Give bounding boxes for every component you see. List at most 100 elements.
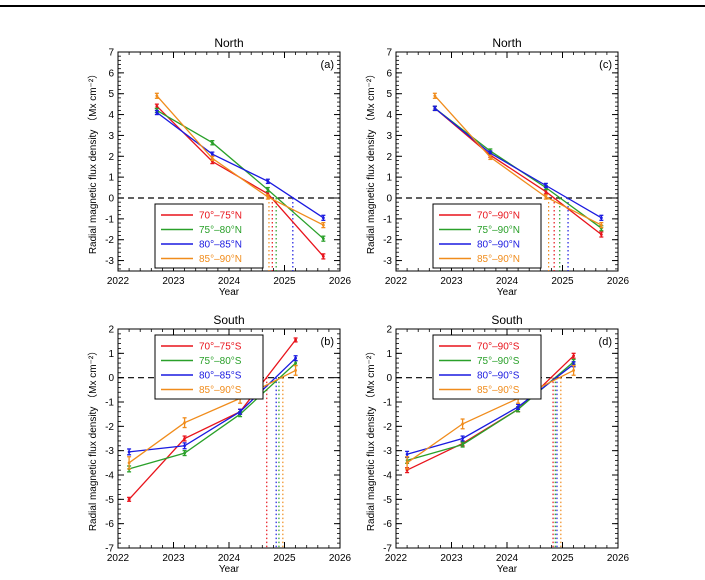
y-tick-label: 3 (386, 131, 392, 142)
data-point (461, 437, 464, 440)
panel-label: (b) (321, 336, 334, 348)
chart-title: South (491, 313, 522, 327)
data-point (266, 188, 270, 192)
legend-entry: 70°–75°S (199, 342, 242, 353)
data-point (183, 451, 187, 455)
x-tick-label: 2026 (607, 553, 630, 564)
data-point (516, 405, 520, 409)
series-line (434, 107, 602, 219)
chart-title: South (213, 313, 244, 327)
x-tick-label: 2023 (162, 553, 185, 564)
y-tick-label: 2 (108, 152, 114, 163)
data-point (210, 156, 214, 160)
y-tick-label: 0 (108, 373, 114, 384)
legend: 70°–90°S 75°–90°S 80°–90°S 85°–90°S (432, 334, 542, 400)
legend-entry: 75°–90°N (477, 225, 520, 236)
data-point (599, 223, 603, 227)
y-tick-label: 6 (108, 68, 114, 79)
x-tick-label: 2023 (162, 276, 185, 287)
chart-title: North (492, 36, 521, 50)
y-tick-label: 0 (386, 373, 392, 384)
series-line (128, 369, 296, 464)
y-tick-label: 4 (386, 110, 392, 121)
legend-entry: 70°–75°N (199, 211, 242, 222)
y-tick-label: -7 (105, 544, 114, 555)
data-point (572, 354, 575, 358)
data-point (127, 450, 131, 454)
data-point (294, 338, 297, 342)
x-tick-label: 2022 (107, 276, 130, 287)
y-tick-label: 2 (386, 325, 392, 336)
y-tick-label: 0 (386, 194, 392, 205)
legend-entry: 85°–90°N (477, 254, 520, 265)
data-point (127, 461, 131, 465)
legend-entry: 80°–90°N (477, 240, 520, 251)
data-point (155, 111, 159, 114)
y-tick-label: -4 (383, 471, 392, 482)
x-tick-label: 2023 (440, 553, 463, 564)
chart-panel: South (d) 2022 2023 2024 2025 2026 -7 -6 -5 -4 -3 -2… (365, 313, 630, 575)
chart-panel: South (b) 2022 2023 2024 2025 2026 -7 -6 -5 -4 -3 -2… (87, 313, 352, 575)
y-tick-label: 4 (108, 110, 114, 121)
legend-entry: 85°–90°S (199, 385, 242, 396)
data-point (599, 216, 603, 220)
y-tick-label: 7 (386, 48, 392, 59)
x-tick-label: 2026 (329, 276, 352, 287)
panel-label: (a) (321, 59, 334, 71)
y-tick-label: 3 (108, 131, 114, 142)
panel-label: (c) (599, 59, 612, 71)
legend-entry: 75°–80°S (199, 356, 242, 367)
data-point (405, 452, 409, 456)
y-tick-label: -1 (383, 214, 392, 225)
y-tick-label: 5 (108, 89, 114, 100)
data-point (599, 233, 603, 236)
series-line (128, 339, 297, 500)
y-tick-label: -5 (105, 495, 114, 506)
y-tick-label: 1 (386, 173, 392, 184)
series-line (434, 107, 602, 236)
y-tick-label: -6 (105, 519, 114, 530)
data-point (266, 179, 270, 183)
series-line (128, 362, 297, 470)
data-point (183, 444, 187, 448)
y-tick-label: -3 (105, 446, 114, 457)
data-point (294, 356, 297, 360)
x-tick-label: 2025 (551, 276, 574, 287)
y-tick-label: -2 (105, 235, 114, 246)
x-tick-label: 2023 (440, 276, 463, 287)
x-axis-label: Year (219, 564, 240, 575)
x-tick-label: 2025 (273, 553, 296, 564)
y-axis-label: Radial magnetic flux density （Mx cm⁻²） (87, 346, 99, 531)
y-tick-label: 6 (386, 68, 392, 79)
y-tick-label: 2 (386, 152, 392, 163)
data-point (321, 216, 325, 220)
data-point (321, 255, 325, 258)
y-tick-label: -1 (105, 214, 114, 225)
series-line (434, 95, 602, 226)
data-point (433, 94, 437, 98)
x-axis-label: Year (497, 287, 518, 298)
y-tick-label: -3 (105, 256, 114, 267)
data-point (321, 237, 325, 241)
legend: 70°–75°N 75°–80°N 80°–85°N 85°–90°N (154, 203, 264, 269)
y-tick-label: -1 (105, 398, 114, 409)
y-axis-label: Radial magnetic flux density （Mx cm⁻²） (87, 69, 99, 254)
y-tick-label: -2 (383, 235, 392, 246)
legend-entry: 80°–85°S (199, 371, 242, 382)
legend-entry: 80°–85°N (199, 240, 242, 251)
y-tick-label: -4 (105, 471, 114, 482)
legend: 70°–75°S 75°–80°S 80°–85°S 85°–90°S (154, 334, 264, 400)
data-point (127, 497, 131, 501)
data-point (461, 422, 464, 426)
data-point (544, 190, 548, 194)
y-tick-label: 2 (108, 325, 114, 336)
legend-entry: 80°–90°S (477, 371, 520, 382)
legend-entry: 85°–90°S (477, 385, 520, 396)
legend-entry: 70°–90°S (477, 342, 520, 353)
chart-panel: North (a) 2022 2023 2024 2025 2026 -3 -2 -1 0 1 2 3 4 5… (87, 36, 352, 298)
y-tick-label: 1 (108, 173, 114, 184)
data-point (572, 368, 575, 372)
data-point (544, 184, 548, 187)
x-tick-label: 2026 (329, 553, 352, 564)
series-line (406, 363, 574, 455)
